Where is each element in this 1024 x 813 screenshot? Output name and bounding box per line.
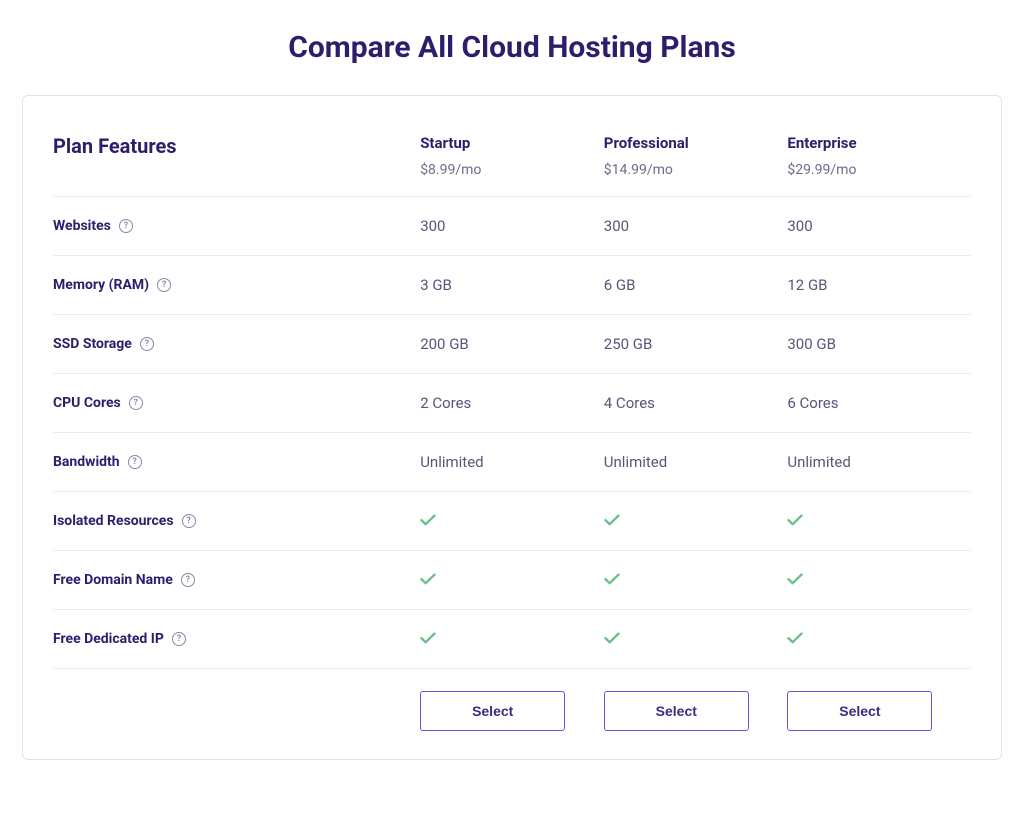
feature-label: SSD Storage? — [53, 315, 420, 374]
help-icon[interactable]: ? — [181, 573, 195, 587]
feature-value — [787, 610, 971, 669]
table-row: Free Dedicated IP? — [53, 610, 971, 669]
feature-value: 200 GB — [420, 315, 604, 374]
feature-value: 300 — [420, 197, 604, 256]
feature-label-text: Websites — [53, 218, 111, 234]
feature-value — [604, 492, 788, 551]
plan-header-enterprise: Enterprise $29.99/mo — [787, 124, 971, 197]
feature-value: 6 GB — [604, 256, 788, 315]
feature-label-text: CPU Cores — [53, 395, 121, 411]
feature-value-text: 4 Cores — [604, 394, 655, 412]
feature-label: Bandwidth? — [53, 433, 420, 492]
check-icon — [604, 573, 620, 585]
feature-value: 300 — [787, 197, 971, 256]
feature-value: 300 GB — [787, 315, 971, 374]
feature-value — [604, 551, 788, 610]
table-row: Isolated Resources? — [53, 492, 971, 551]
help-icon[interactable]: ? — [128, 455, 142, 469]
feature-label: Free Dedicated IP? — [53, 610, 420, 669]
feature-value: 6 Cores — [787, 374, 971, 433]
check-icon — [604, 514, 620, 526]
feature-label-text: Free Domain Name — [53, 572, 173, 588]
feature-value-text: 200 GB — [420, 335, 469, 353]
feature-value — [420, 551, 604, 610]
table-row: Memory (RAM)?3 GB6 GB12 GB — [53, 256, 971, 315]
feature-label-text: Memory (RAM) — [53, 277, 149, 293]
plan-header-startup: Startup $8.99/mo — [420, 124, 604, 197]
feature-value-text: Unlimited — [420, 453, 483, 471]
plan-name: Enterprise — [787, 134, 971, 152]
help-icon[interactable]: ? — [172, 632, 186, 646]
feature-value-text: 300 GB — [787, 335, 836, 353]
feature-label: CPU Cores? — [53, 374, 420, 433]
feature-value-text: 250 GB — [604, 335, 653, 353]
feature-value: 4 Cores — [604, 374, 788, 433]
feature-value: 12 GB — [787, 256, 971, 315]
check-icon — [787, 573, 803, 585]
feature-label-text: SSD Storage — [53, 336, 132, 352]
feature-label: Isolated Resources? — [53, 492, 420, 551]
feature-value: 3 GB — [420, 256, 604, 315]
feature-value-text: 6 GB — [604, 276, 636, 294]
help-icon[interactable]: ? — [157, 278, 171, 292]
help-icon[interactable]: ? — [129, 396, 143, 410]
check-icon — [604, 632, 620, 644]
select-button-enterprise[interactable]: Select — [787, 691, 932, 731]
feature-value-text: 6 Cores — [787, 394, 838, 412]
feature-label-text: Isolated Resources — [53, 513, 174, 529]
table-row: Bandwidth?UnlimitedUnlimitedUnlimited — [53, 433, 971, 492]
feature-label: Websites? — [53, 197, 420, 256]
feature-label: Free Domain Name? — [53, 551, 420, 610]
table-row: CPU Cores?2 Cores4 Cores6 Cores — [53, 374, 971, 433]
pricing-card: Plan Features Startup $8.99/mo Professio… — [22, 95, 1002, 760]
feature-value — [604, 610, 788, 669]
feature-value-text: 3 GB — [420, 276, 452, 294]
check-icon — [787, 632, 803, 644]
features-header: Plan Features — [53, 124, 420, 197]
feature-value — [787, 492, 971, 551]
feature-value: 300 — [604, 197, 788, 256]
feature-value: 2 Cores — [420, 374, 604, 433]
feature-value — [420, 492, 604, 551]
check-icon — [420, 573, 436, 585]
plan-price: $8.99/mo — [420, 162, 604, 178]
help-icon[interactable]: ? — [119, 219, 133, 233]
page-title: Compare All Cloud Hosting Plans — [0, 30, 1024, 65]
feature-value-text: 12 GB — [787, 276, 827, 294]
feature-value-text: Unlimited — [787, 453, 850, 471]
pricing-table: Plan Features Startup $8.99/mo Professio… — [53, 124, 971, 731]
table-row: Websites?300300300 — [53, 197, 971, 256]
feature-label-text: Bandwidth — [53, 454, 120, 470]
feature-label: Memory (RAM)? — [53, 256, 420, 315]
feature-value — [420, 610, 604, 669]
help-icon[interactable]: ? — [140, 337, 154, 351]
table-row: SSD Storage?200 GB250 GB300 GB — [53, 315, 971, 374]
table-row: Free Domain Name? — [53, 551, 971, 610]
plan-header-professional: Professional $14.99/mo — [604, 124, 788, 197]
feature-value-text: Unlimited — [604, 453, 667, 471]
feature-value-text: 300 — [787, 217, 812, 235]
help-icon[interactable]: ? — [182, 514, 196, 528]
feature-value-text: 300 — [604, 217, 629, 235]
plan-price: $29.99/mo — [787, 162, 971, 178]
plan-name: Startup — [420, 134, 604, 152]
check-icon — [420, 514, 436, 526]
feature-value: 250 GB — [604, 315, 788, 374]
plan-name: Professional — [604, 134, 788, 152]
feature-value-text: 2 Cores — [420, 394, 471, 412]
select-button-startup[interactable]: Select — [420, 691, 565, 731]
feature-value — [787, 551, 971, 610]
plan-price: $14.99/mo — [604, 162, 788, 178]
select-button-professional[interactable]: Select — [604, 691, 749, 731]
feature-label-text: Free Dedicated IP — [53, 631, 164, 647]
feature-value-text: 300 — [420, 217, 445, 235]
feature-value: Unlimited — [420, 433, 604, 492]
check-icon — [420, 632, 436, 644]
feature-value: Unlimited — [787, 433, 971, 492]
check-icon — [787, 514, 803, 526]
feature-value: Unlimited — [604, 433, 788, 492]
